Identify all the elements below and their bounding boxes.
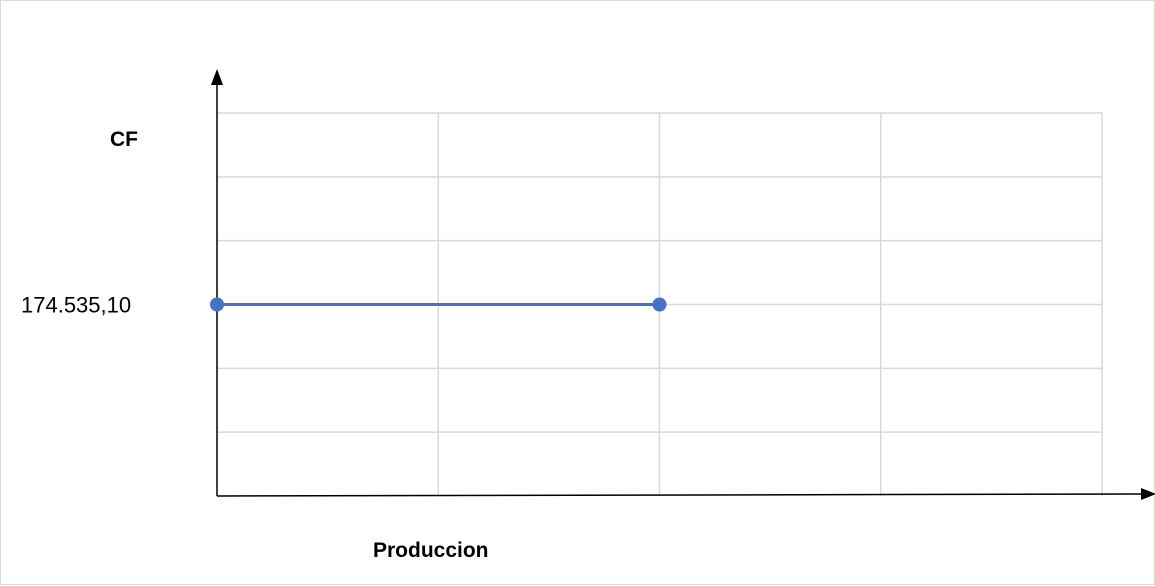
y-axis-arrow	[211, 69, 223, 85]
x-axis-line	[216, 493, 1144, 497]
x-axis-arrow	[1141, 488, 1155, 500]
series	[210, 297, 667, 312]
y-axis-label: CF	[110, 128, 138, 151]
data-point	[210, 297, 224, 312]
data-point	[652, 297, 667, 312]
axes	[211, 69, 1155, 500]
y-value-label: 174.535,10	[21, 293, 131, 318]
x-axis-label: Produccion	[373, 539, 489, 562]
